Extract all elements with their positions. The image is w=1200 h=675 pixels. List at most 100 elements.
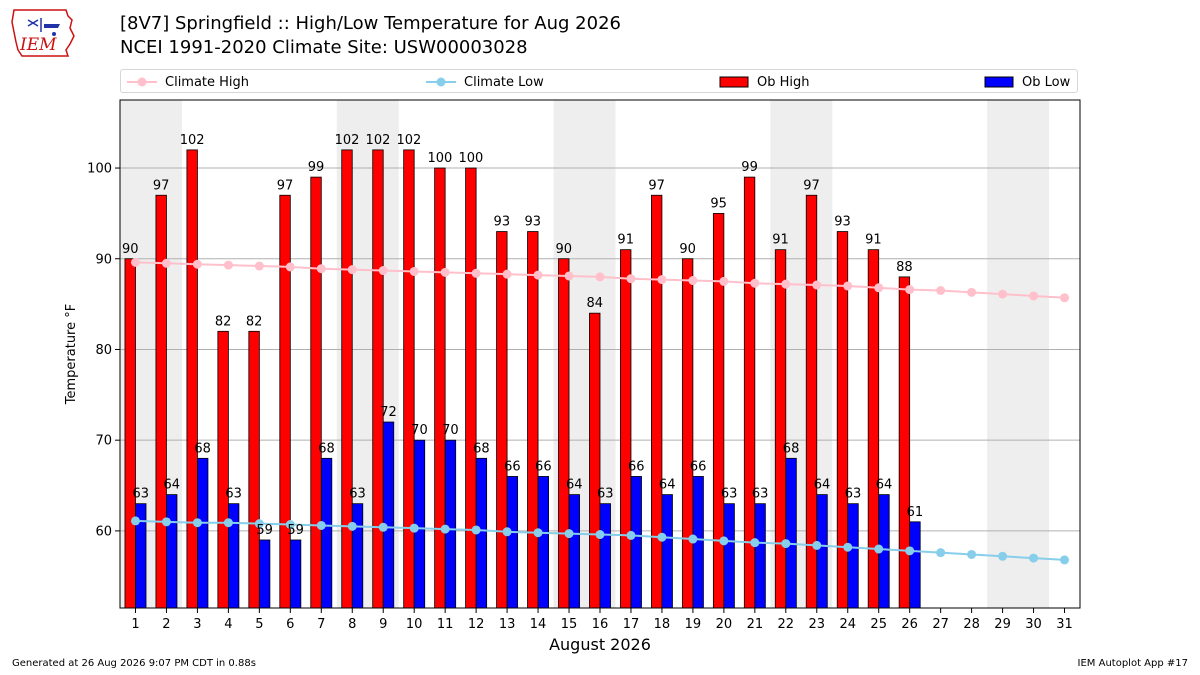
x-tick-label-30: 30	[1025, 617, 1042, 632]
ob-low-label-5: 59	[256, 523, 273, 538]
climate-high-point-19	[688, 276, 698, 286]
ob-low-label-21: 63	[752, 487, 769, 502]
app-id: IEM Autoplot App #17	[1077, 658, 1188, 669]
climate-high-point-17	[626, 274, 636, 284]
x-tick-label-4: 4	[224, 617, 232, 632]
legend-label-climate-low: Climate Low	[464, 74, 544, 90]
x-tick-label-7: 7	[317, 617, 325, 632]
climate-low-point-21	[750, 538, 760, 548]
climate-low-point-5	[254, 519, 264, 529]
iem-logo: IEM	[8, 6, 80, 60]
climate-high-point-12	[471, 268, 481, 278]
climate-high-point-25	[874, 283, 884, 293]
ob-low-bar-17	[630, 476, 642, 609]
climate-low-point-9	[378, 522, 388, 532]
legend-item-climate-low: Climate Low	[426, 73, 544, 91]
ob-high-bar-26	[898, 276, 911, 609]
ob-high-bar-17	[620, 249, 632, 609]
x-tick-label-19: 19	[685, 617, 702, 632]
ob-low-label-7: 68	[318, 441, 335, 456]
ob-low-label-26: 61	[907, 505, 924, 520]
climate-low-point-28	[967, 549, 977, 559]
ob-low-bar-13	[506, 476, 519, 609]
ob-low-bar-8	[351, 503, 364, 609]
climate-high-point-13	[502, 269, 512, 279]
climate-high-point-2	[161, 258, 171, 268]
bars	[124, 149, 921, 609]
ob-high-label-1: 90	[122, 242, 139, 257]
climate-low-point-19	[688, 534, 698, 544]
ob-high-label-5: 82	[246, 314, 263, 329]
iowa-map-icon: IEM	[11, 9, 75, 57]
ob-low-label-8: 63	[349, 487, 366, 502]
climate-high-point-1	[130, 257, 140, 267]
ob-high-label-11: 100	[427, 151, 452, 166]
ob-high-bar-7	[310, 176, 322, 609]
x-tick-label-6: 6	[286, 617, 294, 632]
ob-low-label-11: 70	[442, 423, 459, 438]
climate-low-point-1	[130, 516, 140, 526]
x-tick-label-16: 16	[592, 617, 609, 632]
climate-low-point-2	[161, 517, 171, 527]
climate-high-point-23	[812, 280, 822, 290]
climate-low-swatch	[426, 77, 456, 87]
ob-high-label-3: 102	[180, 133, 205, 148]
climate-high-point-21	[750, 278, 760, 288]
ob-high-bar-2	[155, 194, 167, 609]
legend-label-ob-high: Ob High	[757, 74, 810, 90]
climate-low-point-8	[347, 521, 357, 531]
legend-label-climate-high: Climate High	[165, 74, 250, 90]
climate-low-point-25	[874, 544, 884, 554]
x-tick-label-3: 3	[193, 617, 201, 632]
climate-high-point-4	[223, 260, 233, 270]
bar-labels: 90 97 102 82 82 97 99 102 102 102 100 100 93 93 90 84 91…	[122, 133, 923, 538]
climate-low-point-10	[409, 523, 419, 533]
climate-high-point-6	[285, 262, 295, 272]
climate-low-point-23	[812, 540, 822, 550]
legend-item-ob-high: Ob High	[719, 73, 810, 91]
ob-low-label-2: 64	[163, 478, 180, 493]
climate-low-point-29	[998, 551, 1008, 561]
climate-high-point-7	[316, 264, 326, 274]
x-tick-label-10: 10	[406, 617, 423, 632]
ob-high-bar-4	[217, 330, 229, 609]
x-tick-label-26: 26	[901, 617, 918, 632]
y-tick-label-60: 60	[95, 524, 112, 539]
ob-low-label-24: 63	[845, 487, 862, 502]
climate-high-point-27	[936, 286, 946, 295]
climate-high-point-30	[1029, 291, 1039, 301]
ob-low-label-12: 68	[473, 441, 490, 456]
climate-high-point-24	[843, 281, 853, 291]
ob-high-label-2: 97	[153, 178, 170, 193]
ob-high-label-9: 102	[366, 133, 391, 148]
climate-high-point-9	[378, 266, 388, 276]
ob-high-label-12: 100	[458, 151, 483, 166]
ob-high-bar-18	[651, 194, 663, 609]
x-tick-label-22: 22	[778, 617, 795, 632]
ob-high-label-18: 97	[648, 178, 665, 193]
ob-low-label-15: 64	[566, 478, 583, 493]
ob-low-bar-26	[909, 521, 921, 609]
climate-high-point-31	[1060, 293, 1070, 303]
ob-high-label-17: 91	[617, 233, 634, 248]
y-tick-label-100: 100	[87, 162, 112, 177]
ob-low-bar-24	[847, 503, 859, 609]
climate-low-point-31	[1060, 555, 1070, 565]
climate-high-point-5	[254, 261, 264, 271]
y-tick-label-90: 90	[95, 252, 112, 267]
ob-high-bar-8	[341, 149, 353, 609]
x-tick-label-17: 17	[623, 617, 640, 632]
ob-low-label-13: 66	[504, 459, 521, 474]
climate-high-point-3	[192, 259, 202, 269]
climate-high-swatch	[127, 77, 157, 87]
ob-low-bar-6	[289, 539, 302, 609]
ob-low-bar-16	[599, 503, 611, 609]
x-tick-label-27: 27	[932, 617, 949, 632]
ob-high-bar-9	[372, 149, 384, 609]
ob-high-label-26: 88	[896, 260, 913, 275]
climate-high-point-20	[719, 276, 729, 286]
y-tick-label-70: 70	[95, 434, 112, 449]
ob-low-label-10: 70	[411, 423, 428, 438]
ob-high-bar-11	[434, 167, 446, 609]
